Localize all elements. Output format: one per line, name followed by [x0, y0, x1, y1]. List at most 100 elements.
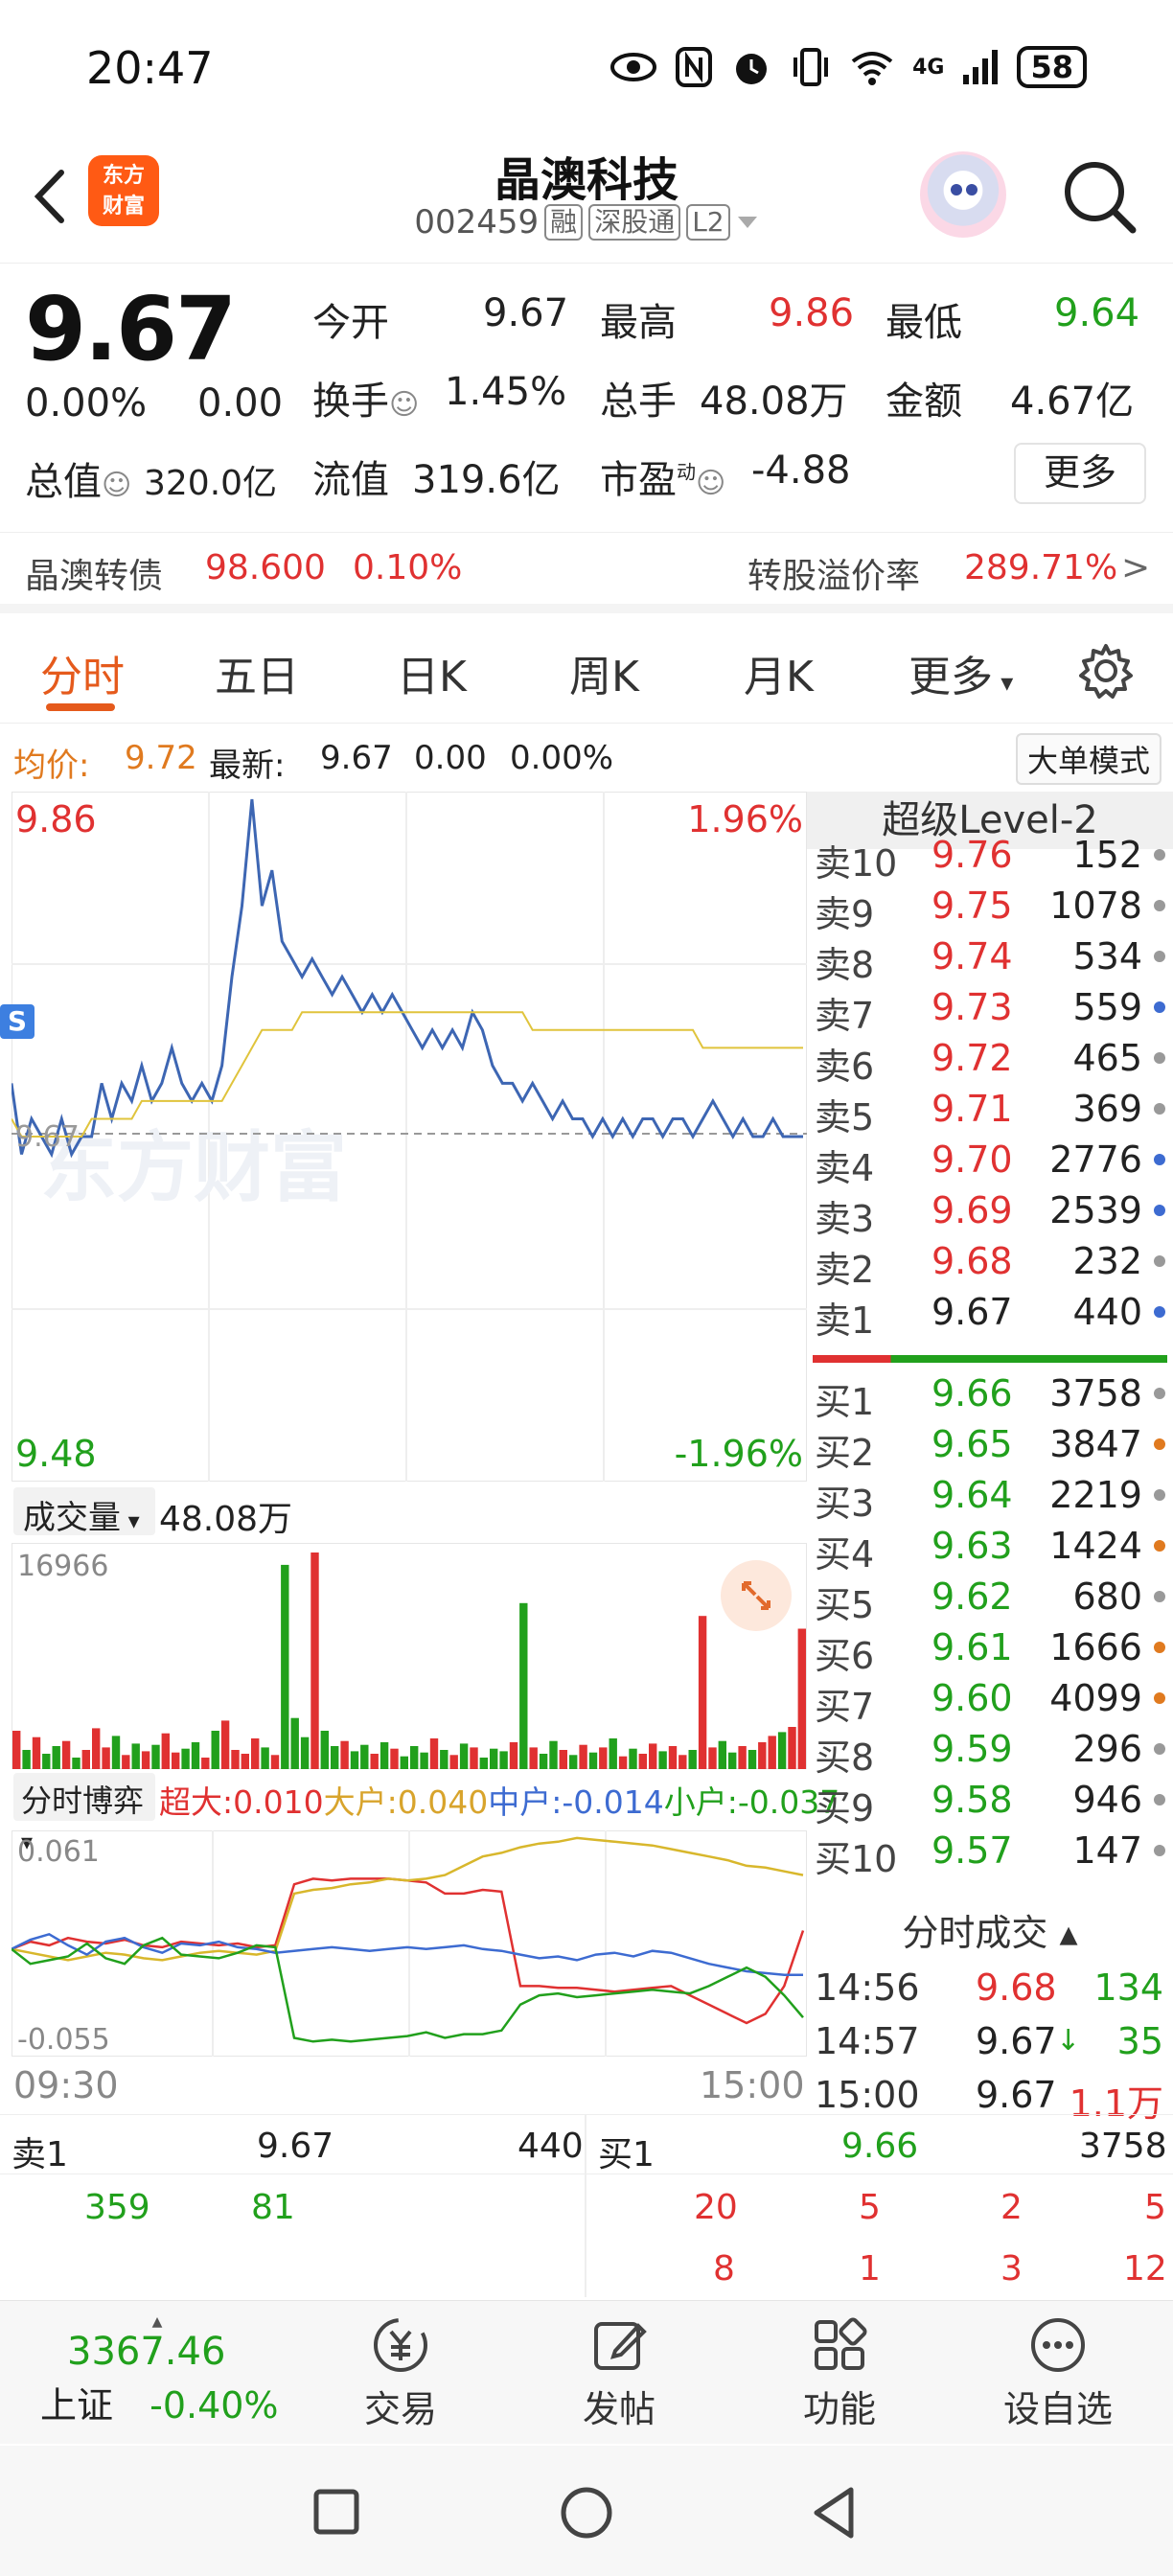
bid-row-9[interactable]: 买9 9.58 946: [807, 1773, 1173, 1829]
flow-line-中户: [12, 1932, 803, 1977]
ask-row-1[interactable]: 卖10 9.76 152: [807, 828, 1173, 885]
level-label: 卖2: [815, 1249, 875, 1291]
volume-bar: [172, 1752, 180, 1769]
nav-trade[interactable]: 交易: [324, 2314, 477, 2432]
level-price: 9.58: [932, 1779, 1013, 1821]
settings-gear-icon[interactable]: [1077, 642, 1135, 700]
intraday-price-chart[interactable]: 东方财富 9.86 1.96% 9.67 9.48 -1.96%: [12, 792, 807, 1482]
level-price: 9.70: [932, 1138, 1013, 1181]
level-volume: 534: [1072, 935, 1142, 978]
turnover-value: 1.45%: [445, 370, 567, 414]
volume-bar: [708, 1747, 717, 1769]
status-bar: 20:47 4G 58: [0, 0, 1173, 134]
volume-bar: [788, 1727, 796, 1769]
ask-row-2[interactable]: 卖9 9.75 1078: [807, 879, 1173, 935]
convertible-bond-row[interactable]: 晶澳转债 98.600 0.10% 转股溢价率 289.71% >: [0, 532, 1173, 613]
tab-day-k[interactable]: 日K: [397, 653, 467, 702]
stock-header: 东方 财富 晶澳科技 002459 融 深股通 L2: [0, 134, 1173, 264]
robot-assistant-icon[interactable]: [920, 151, 1006, 238]
nav-post[interactable]: 发帖: [542, 2314, 696, 2432]
tab-five-day[interactable]: 五日: [215, 653, 299, 702]
nav-functions[interactable]: 功能: [763, 2314, 916, 2432]
ticks-title[interactable]: 分时成交 ▴: [902, 1912, 1078, 1954]
level-volume: 1424: [1049, 1525, 1142, 1567]
volume-bar: [131, 1743, 140, 1769]
flow-line-小户: [12, 1936, 804, 2043]
ask-row-9[interactable]: 卖2 9.68 232: [807, 1234, 1173, 1291]
bid-row-1[interactable]: 买1 9.66 3758: [807, 1367, 1173, 1423]
legend-medium: 中户:-0.014: [488, 1783, 664, 1821]
level-price: 9.75: [932, 885, 1013, 927]
low-label: 最低: [886, 301, 962, 345]
tab-week-k[interactable]: 周K: [569, 653, 639, 702]
more-button[interactable]: 更多: [1014, 443, 1146, 504]
legend-small: 小户:-0.037: [663, 1783, 840, 1821]
level-label: 买6: [815, 1635, 875, 1677]
volume-selector[interactable]: 成交量 ▾: [13, 1487, 155, 1537]
bid-row-2[interactable]: 买2 9.65 3847: [807, 1417, 1173, 1474]
level-label: 买9: [815, 1787, 875, 1829]
tab-month-k[interactable]: 月K: [744, 653, 814, 702]
more-dots-icon: [1031, 2318, 1085, 2372]
back-triangle-icon[interactable]: [807, 2484, 861, 2542]
index-widget[interactable]: ▲ 3367.46 上证 -0.40%: [13, 2314, 301, 2428]
home-icon[interactable]: [560, 2486, 613, 2540]
tick-row: 14:57 9.67 ↓ 35: [807, 2014, 1173, 2065]
nav-add-watchlist[interactable]: 设自选: [981, 2314, 1135, 2432]
big-order-mode-button[interactable]: 大单模式: [1015, 733, 1162, 785]
ask-row-10[interactable]: 卖1 9.67 440: [807, 1285, 1173, 1342]
ask-row-3[interactable]: 卖8 9.74 534: [807, 930, 1173, 986]
app-logo[interactable]: 东方 财富: [88, 155, 159, 226]
ask-row-6[interactable]: 卖5 9.71 369: [807, 1082, 1173, 1138]
pct-top-label: 1.96%: [687, 798, 803, 840]
level-volume: 296: [1072, 1728, 1142, 1770]
tab-more[interactable]: 更多 ▾: [908, 653, 1014, 702]
recent-apps-icon[interactable]: [312, 2488, 360, 2536]
game-legend: 超大:0.010大户:0.040中户:-0.014小户:-0.037: [159, 1777, 840, 1823]
bid-row-3[interactable]: 买3 9.64 2219: [807, 1468, 1173, 1525]
ask-row-5[interactable]: 卖6 9.72 465: [807, 1031, 1173, 1088]
tick-price: 9.67: [976, 2020, 1057, 2062]
bid-row-7[interactable]: 买7 9.60 4099: [807, 1671, 1173, 1728]
nfc-icon: [676, 47, 713, 87]
volume-bar: [718, 1740, 726, 1769]
volume-bar: [231, 1750, 240, 1769]
level-label: 买1: [815, 1381, 875, 1423]
pe-value: -4.88: [751, 448, 851, 493]
volume-bar: [420, 1752, 428, 1769]
tag-l2: L2: [686, 204, 730, 241]
volume-bar: [161, 1733, 170, 1769]
back-arrow-icon[interactable]: [23, 163, 80, 230]
s-marker[interactable]: S: [0, 1004, 34, 1039]
alarm-icon: [736, 54, 768, 84]
level-volume: 1666: [1049, 1626, 1142, 1668]
bid-row-8[interactable]: 买8 9.59 296: [807, 1722, 1173, 1779]
volume-chart[interactable]: 16966: [12, 1543, 807, 1769]
tab-intraday[interactable]: 分时: [40, 653, 125, 702]
bid-row-4[interactable]: 买4 9.63 1424: [807, 1519, 1173, 1576]
level-label: 买3: [815, 1483, 875, 1525]
ask-row-4[interactable]: 卖7 9.73 559: [807, 980, 1173, 1037]
dropdown-triangle-icon[interactable]: [736, 215, 759, 230]
capital-flow-chart[interactable]: 0.061 -0.055: [12, 1830, 807, 2057]
level-price: 9.65: [932, 1423, 1013, 1465]
level2-title[interactable]: 超级Level-2: [807, 792, 1173, 849]
chart-grid: [12, 792, 807, 1482]
volume-bar: [191, 1742, 200, 1769]
ask-row-7[interactable]: 卖4 9.70 2776: [807, 1133, 1173, 1189]
volume-bar: [459, 1743, 469, 1769]
intraday-info-row: 均价: 9.72 最新: 9.67 0.00 0.00% 大单模式: [0, 725, 1173, 788]
level-price: 9.71: [932, 1088, 1013, 1130]
expand-chart-icon[interactable]: [721, 1560, 792, 1631]
search-icon[interactable]: [1056, 153, 1142, 240]
volume-bar: [241, 1754, 249, 1769]
ask-row-8[interactable]: 卖3 9.69 2539: [807, 1184, 1173, 1240]
volume-bar: [539, 1754, 548, 1769]
bid-row-6[interactable]: 买6 9.61 1666: [807, 1621, 1173, 1677]
eye-icon: [610, 53, 657, 81]
status-time: 20:47: [86, 42, 214, 94]
bid-row-10[interactable]: 买10 9.57 147: [807, 1824, 1173, 1880]
ob-sell-queue-1: 359: [84, 2188, 150, 2227]
bid-row-5[interactable]: 买5 9.62 680: [807, 1570, 1173, 1626]
game-selector[interactable]: 分时博弈 ▾: [13, 1773, 155, 1855]
